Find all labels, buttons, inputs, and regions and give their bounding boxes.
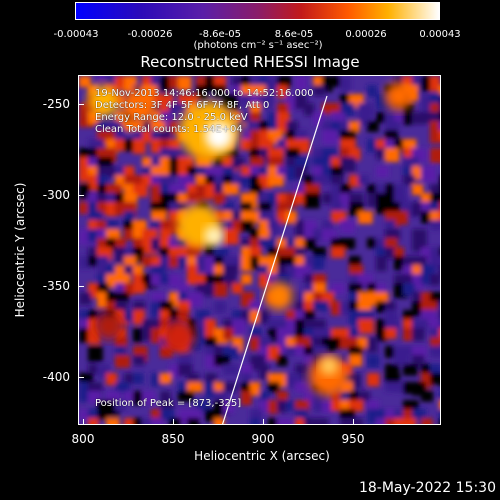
- colorbar-tick: -0.00026: [127, 29, 173, 40]
- y-tick: -300: [42, 188, 70, 202]
- timestamp: 18-May-2022 15:30: [358, 480, 496, 496]
- x-tick: 950: [341, 432, 365, 446]
- x-tick: 800: [71, 432, 95, 446]
- x-tick: 900: [251, 432, 275, 446]
- plot-title: Reconstructed RHESSI Image: [140, 53, 360, 71]
- colorbar-tick: 0.00026: [345, 29, 387, 40]
- y-tick: -250: [42, 97, 70, 111]
- colorbar-tick: 8.6e-05: [274, 29, 314, 40]
- peak-position-label: Position of Peak = [873,-325]: [95, 398, 242, 409]
- y-axis-label: Heliocentric Y (arcsec): [13, 182, 27, 318]
- heatmap: [79, 76, 440, 424]
- info-line: Clean Total counts: 1.54E+04: [95, 124, 243, 135]
- limb-line: [222, 95, 328, 424]
- y-tick: -400: [42, 370, 70, 384]
- colorbar-tick: 0.00043: [419, 29, 461, 40]
- info-line: Detectors: 3F 4F 5F 6F 7F 8F, Att 0: [95, 100, 270, 111]
- y-tick: -350: [42, 279, 70, 293]
- image-plot[interactable]: 19-Nov-2013 14:46:16.000 to 14:52:16.000…: [78, 75, 441, 425]
- x-tick: 850: [161, 432, 185, 446]
- info-line: Energy Range: 12.0 - 25.0 keV: [95, 112, 248, 123]
- colorbar-unit: (photons cm⁻² s⁻¹ asec⁻²): [193, 40, 323, 51]
- x-axis-label: Heliocentric X (arcsec): [194, 449, 330, 463]
- colorbar: [75, 2, 440, 20]
- info-line: 19-Nov-2013 14:46:16.000 to 14:52:16.000: [95, 88, 314, 99]
- colorbar-tick: -8.6e-05: [199, 29, 241, 40]
- colorbar-tick: -0.00043: [53, 29, 99, 40]
